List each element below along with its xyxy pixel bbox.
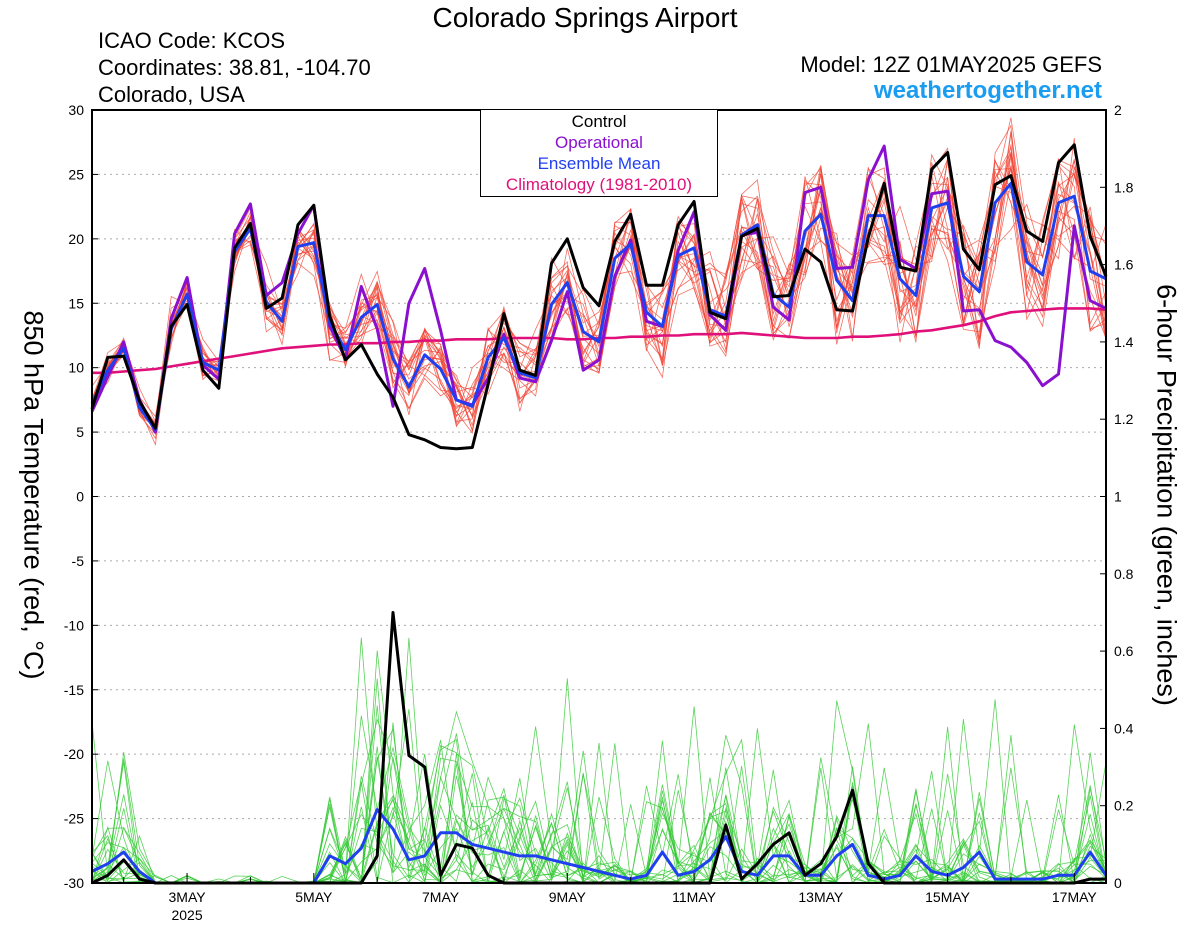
grid-lines bbox=[92, 173, 1106, 820]
y-tick-label: -10 bbox=[64, 617, 84, 633]
operational-temperature-line bbox=[90, 144, 1107, 434]
region: Colorado, USA bbox=[98, 82, 245, 107]
precip-member-line bbox=[91, 726, 1107, 885]
y-tick-label: -30 bbox=[64, 875, 84, 891]
y-tick-label: -5 bbox=[72, 553, 85, 569]
y-tick-label: 25 bbox=[68, 166, 84, 182]
chart-title: Colorado Springs Airport bbox=[432, 2, 738, 33]
temperature-member-line bbox=[91, 167, 1107, 428]
precip-member-line bbox=[91, 678, 1107, 884]
coordinates: Coordinates: 38.81, -104.70 bbox=[98, 55, 371, 80]
y-tick-label: -25 bbox=[64, 811, 84, 827]
y-tick-label: 20 bbox=[68, 231, 84, 247]
y2-tick-label: 1 bbox=[1114, 489, 1122, 505]
x-axis: 3MAY 2025 5MAY 7MAY 9MAY 11MAY 13MAY 15MAY 17MAY bbox=[123, 873, 1098, 923]
y2-tick-label: 2 bbox=[1114, 102, 1122, 118]
precip-member-line bbox=[91, 637, 1107, 884]
y2-tick-label: 1.8 bbox=[1114, 179, 1134, 195]
y-tick-label: -15 bbox=[64, 682, 84, 698]
control-precipitation-line bbox=[91, 611, 1106, 885]
y-axis-label-precipitation: 6-hour Precipitation (green, inches) bbox=[1151, 284, 1182, 706]
x-tick-sublabel: 2025 bbox=[171, 907, 202, 923]
y-tick-label: 0 bbox=[76, 489, 84, 505]
y2-tick-label: 0.6 bbox=[1114, 643, 1134, 659]
legend: Control Operational Ensemble Mean Climat… bbox=[480, 109, 718, 197]
x-tick-label: 13MAY bbox=[798, 889, 844, 905]
x-tick-label: 7MAY bbox=[422, 889, 460, 905]
y-tick-label: 30 bbox=[68, 102, 84, 118]
precip-member-line bbox=[91, 723, 1107, 884]
ensemble-mean-precipitation-line bbox=[91, 808, 1108, 885]
icao-code: ICAO Code: KCOS bbox=[98, 28, 286, 53]
website-label[interactable]: weathertogether.net bbox=[873, 77, 1102, 104]
x-tick-label: 3MAY bbox=[169, 889, 207, 905]
precip-member-line bbox=[91, 781, 1107, 884]
y-axis-label-temperature: 850 hPa Temperature (red, °C) bbox=[18, 310, 49, 680]
x-tick-label: 5MAY bbox=[295, 889, 333, 905]
y-tick-label: 15 bbox=[68, 295, 84, 311]
y2-tick-label: 1.2 bbox=[1114, 411, 1134, 427]
y-tick-label: 10 bbox=[68, 360, 84, 376]
precip-member-line bbox=[91, 726, 1107, 884]
control-temperature-line bbox=[90, 143, 1108, 451]
y2-tick-label: 1.4 bbox=[1114, 334, 1134, 350]
y2-tick-label: 0.4 bbox=[1114, 720, 1134, 736]
precip-member-line bbox=[91, 724, 1107, 884]
temperature-member-line bbox=[91, 158, 1107, 430]
legend-ensemble-mean: Ensemble Mean bbox=[537, 154, 661, 173]
legend-control: Control bbox=[571, 112, 627, 131]
y-axis-right: 2 1.8 1.6 1.4 1.2 1 0.8 0.6 0.4 0.2 0 bbox=[1100, 102, 1134, 891]
y-tick-label: -20 bbox=[64, 746, 84, 762]
x-tick-label: 17MAY bbox=[1052, 889, 1098, 905]
model-info: Model: 12Z 01MAY2025 GEFS bbox=[800, 52, 1102, 77]
precip-member-line bbox=[91, 678, 1107, 884]
y-tick-label: 5 bbox=[76, 424, 84, 440]
y-axis-left: 30 25 20 15 10 5 0 -5 -10 -15 -20 -25 -30 bbox=[64, 102, 98, 891]
y2-tick-label: 1.6 bbox=[1114, 257, 1134, 273]
y2-tick-label: 0.2 bbox=[1114, 798, 1134, 814]
precip-ensemble-members bbox=[91, 637, 1107, 885]
legend-climatology: Climatology (1981-2010) bbox=[505, 175, 693, 194]
precip-member-line bbox=[91, 637, 1106, 884]
legend-operational: Operational bbox=[555, 133, 643, 152]
precip-member-line bbox=[91, 728, 1107, 884]
precip-member-line bbox=[91, 650, 1107, 884]
y2-tick-label: 0 bbox=[1114, 875, 1122, 891]
x-tick-label: 9MAY bbox=[549, 889, 587, 905]
x-tick-label: 11MAY bbox=[672, 889, 716, 905]
y2-tick-label: 0.8 bbox=[1114, 566, 1134, 582]
x-tick-label: 15MAY bbox=[925, 889, 971, 905]
